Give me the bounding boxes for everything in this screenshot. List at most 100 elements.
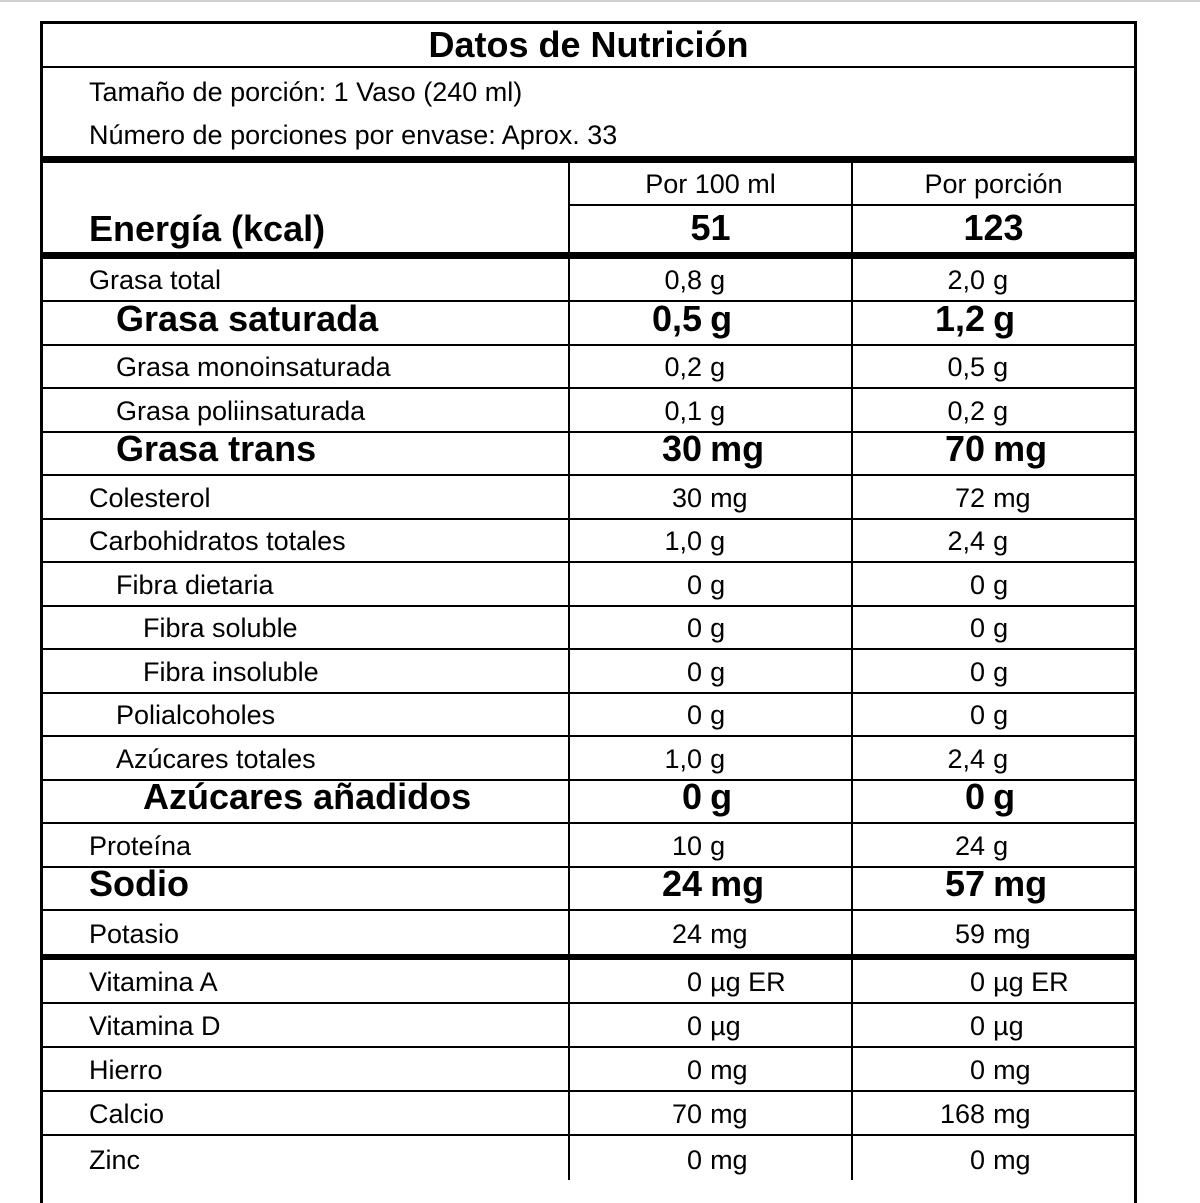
value-unit-perserving: mg bbox=[993, 483, 1031, 513]
value-unit-perserving: mg bbox=[993, 1099, 1031, 1129]
value-unit-perserving: g bbox=[993, 352, 1009, 382]
value-cell-perserving: 0 µg bbox=[851, 1004, 1134, 1046]
nutrient-name-cell: Hierro bbox=[43, 1048, 568, 1090]
column-header-perserving: Por porción bbox=[853, 163, 1134, 206]
value-unit-per100: mg bbox=[710, 1055, 748, 1085]
value-unit-perserving: mg bbox=[993, 1055, 1031, 1085]
nutrient-label: Grasa total bbox=[89, 265, 222, 295]
value-unit-perserving: mg bbox=[993, 428, 1048, 469]
nutrient-row: Grasa trans 30 mg 70 mg bbox=[43, 428, 1134, 476]
nutrient-name-cell: Grasa saturada bbox=[43, 298, 568, 344]
value-unit-perserving: g bbox=[993, 570, 1009, 600]
value-unit-perserving: g bbox=[993, 657, 1009, 687]
value-cell-per100: 30 mg bbox=[568, 428, 851, 474]
value-unit-perserving: mg bbox=[993, 863, 1048, 904]
nutrient-label: Colesterol bbox=[89, 483, 211, 513]
nutrient-name-cell: Vitamina D bbox=[43, 1004, 568, 1046]
value-cell-perserving: 59 mg bbox=[851, 911, 1134, 954]
nutrient-name-cell: Vitamina A bbox=[43, 960, 568, 1002]
nutrient-name-cell: Fibra soluble bbox=[43, 607, 568, 648]
nutrient-label: Sodio bbox=[89, 863, 189, 904]
value-unit-per100: g bbox=[710, 700, 726, 730]
value-unit-per100: g bbox=[710, 831, 726, 861]
nutrient-table: Grasa total 0,8 g 2,0 g Grasa saturada 0,5 g 1,2… bbox=[43, 259, 1134, 954]
value-number-per100: 10 bbox=[672, 831, 703, 861]
nutrient-row: Carbohidratos totales 1,0 g 2,4 g bbox=[43, 520, 1134, 563]
value-number-perserving: 0 bbox=[970, 613, 986, 643]
value-unit-per100: mg bbox=[710, 919, 748, 949]
value-number-perserving: 72 bbox=[955, 483, 986, 513]
nutrient-row: Grasa monoinsaturada 0,2 g 0,5 g bbox=[43, 346, 1134, 389]
value-unit-per100: g bbox=[710, 352, 726, 382]
value-cell-per100: 0 µg bbox=[568, 1004, 851, 1046]
thick-divider bbox=[43, 954, 1134, 960]
value-cell-perserving: 2,4 g bbox=[851, 737, 1134, 779]
value-number-per100: 24 bbox=[662, 863, 703, 904]
value-unit-perserving: µg ER bbox=[993, 967, 1069, 997]
value-cell-per100: 0 mg bbox=[568, 1048, 851, 1090]
nutrient-name-cell: Fibra dietaria bbox=[43, 563, 568, 605]
nutrient-row: Vitamina A 0 µg ER 0 µg ER bbox=[43, 960, 1134, 1004]
nutrient-label: Calcio bbox=[89, 1099, 165, 1129]
value-number-perserving: 168 bbox=[940, 1099, 986, 1129]
value-number-per100: 0 bbox=[687, 1011, 703, 1041]
value-number-perserving: 0 bbox=[970, 1011, 986, 1041]
value-number-perserving: 0 bbox=[970, 700, 986, 730]
nutrient-label: Grasa trans bbox=[116, 428, 317, 469]
energy-name-cell: Energía (kcal) bbox=[43, 163, 568, 252]
value-number-per100: 0,2 bbox=[664, 352, 703, 382]
value-cell-per100: 70 mg bbox=[568, 1092, 851, 1134]
value-cell-perserving: 1,2 g bbox=[851, 298, 1134, 344]
value-number-per100: 0 bbox=[687, 700, 703, 730]
value-cell-per100: 0 µg ER bbox=[568, 960, 851, 1002]
value-number-per100: 0 bbox=[687, 570, 703, 600]
nutrient-name-cell: Azúcares añadidos bbox=[43, 776, 568, 822]
value-unit-perserving: g bbox=[993, 526, 1009, 556]
nutrient-row: Zinc 0 mg 0 mg bbox=[43, 1136, 1134, 1180]
nutrient-label: Vitamina A bbox=[89, 967, 218, 997]
value-number-perserving: 2,4 bbox=[947, 526, 986, 556]
value-cell-per100: 24 mg bbox=[568, 911, 851, 954]
value-number-perserving: 2,4 bbox=[947, 744, 986, 774]
nutrient-label: Polialcoholes bbox=[116, 700, 276, 730]
value-unit-perserving: g bbox=[993, 396, 1009, 426]
value-unit-perserving: g bbox=[993, 831, 1009, 861]
value-cell-per100: 1,0 g bbox=[568, 520, 851, 561]
value-cell-perserving: 24 g bbox=[851, 824, 1134, 866]
value-unit-perserving: g bbox=[993, 744, 1009, 774]
nutrient-row: Colesterol 30 mg 72 mg bbox=[43, 476, 1134, 520]
value-unit-per100: g bbox=[710, 613, 726, 643]
nutrient-row: Grasa saturada 0,5 g 1,2 g bbox=[43, 298, 1134, 346]
value-unit-per100: g bbox=[710, 570, 726, 600]
nutrient-label: Grasa poliinsaturada bbox=[116, 396, 366, 426]
energy-row: Energía (kcal) Por 100 ml 51 Por porción… bbox=[43, 163, 1134, 252]
nutrient-row: Azúcares añadidos 0 g 0 g bbox=[43, 776, 1134, 824]
value-unit-perserving: g bbox=[993, 265, 1009, 295]
value-number-perserving: 70 bbox=[945, 428, 986, 469]
nutrient-row: Proteína 10 g 24 g bbox=[43, 824, 1134, 868]
value-unit-perserving: g bbox=[993, 776, 1016, 817]
value-unit-perserving: g bbox=[993, 700, 1009, 730]
energy-perserving: 123 bbox=[963, 207, 1024, 248]
nutrient-name-cell: Proteína bbox=[43, 824, 568, 866]
value-number-per100: 0 bbox=[682, 776, 703, 817]
nutrient-label: Carbohidratos totales bbox=[89, 526, 346, 556]
nutrient-row: Fibra insoluble 0 g 0 g bbox=[43, 650, 1134, 694]
serving-info: Tamaño de porción: 1 Vaso (240 ml) Númer… bbox=[43, 68, 1134, 156]
value-cell-perserving: 0 mg bbox=[851, 1048, 1134, 1090]
nutrition-label: Datos de Nutrición Tamaño de porción: 1 … bbox=[40, 21, 1137, 1203]
nutrient-name-cell: Azúcares totales bbox=[43, 737, 568, 779]
value-unit-perserving: mg bbox=[993, 919, 1031, 949]
nutrient-row: Sodio 24 mg 57 mg bbox=[43, 863, 1134, 911]
value-unit-per100: µg bbox=[710, 1011, 741, 1041]
nutrient-row: Azúcares totales 1,0 g 2,4 g bbox=[43, 737, 1134, 781]
value-unit-per100: mg bbox=[710, 1099, 748, 1129]
value-number-perserving: 0 bbox=[970, 967, 986, 997]
nutrient-label: Hierro bbox=[89, 1055, 163, 1085]
nutrient-label: Fibra soluble bbox=[143, 613, 298, 643]
